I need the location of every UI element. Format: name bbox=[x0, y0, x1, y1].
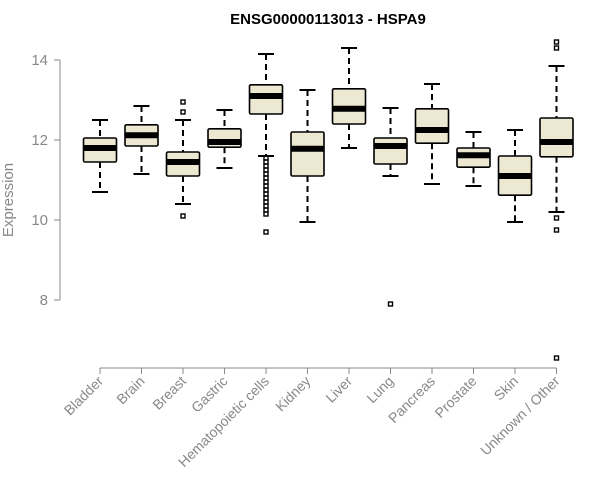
x-tick-label: Skin bbox=[491, 373, 522, 404]
outlier-point bbox=[553, 39, 560, 45]
x-tick-label: Liver bbox=[322, 373, 355, 406]
box-hematopoietic-cells bbox=[248, 53, 284, 235]
box-pancreas bbox=[414, 83, 450, 185]
outlier-point bbox=[387, 301, 394, 307]
box-skin bbox=[497, 129, 533, 223]
box-unknown-other bbox=[539, 39, 574, 361]
iqr-box bbox=[373, 137, 408, 165]
y-tick-label: 8 bbox=[40, 292, 48, 309]
outlier-point bbox=[180, 213, 186, 219]
y-axis-label: Expression bbox=[0, 163, 17, 237]
y-axis: 8 10 12 14 bbox=[31, 52, 61, 309]
outlier-point bbox=[263, 229, 269, 235]
chart-title: ENSG00000113013 - HSPA9 bbox=[230, 11, 426, 28]
outlier-point bbox=[553, 355, 560, 361]
y-tick-label: 14 bbox=[31, 52, 48, 69]
iqr-box bbox=[248, 84, 284, 115]
outlier-point bbox=[553, 227, 560, 233]
outlier-point bbox=[553, 215, 560, 221]
x-tick-label: Breast bbox=[149, 373, 189, 413]
box-prostate bbox=[456, 131, 491, 187]
x-tick-label: Lung bbox=[363, 373, 396, 406]
x-tick-label: Prostate bbox=[431, 373, 479, 421]
x-tick-label: Unknown / Other bbox=[477, 373, 563, 459]
iqr-box bbox=[539, 117, 574, 158]
boxes-group bbox=[82, 39, 574, 361]
outlier-point bbox=[180, 99, 186, 105]
box-gastric bbox=[207, 109, 242, 169]
box-brain bbox=[124, 105, 159, 175]
box-kidney bbox=[290, 89, 325, 223]
iqr-box bbox=[290, 131, 325, 177]
box-breast bbox=[165, 99, 201, 219]
x-tick-label: Kidney bbox=[272, 373, 314, 415]
x-tick-label: Bladder bbox=[61, 373, 107, 419]
outlier-point bbox=[180, 109, 186, 115]
box-lung bbox=[373, 107, 408, 307]
box-bladder bbox=[82, 119, 118, 193]
box-liver bbox=[331, 47, 367, 149]
iqr-box bbox=[414, 108, 450, 145]
y-tick-label: 10 bbox=[31, 212, 48, 229]
x-tick-label: Brain bbox=[113, 373, 147, 407]
y-tick-label: 12 bbox=[31, 132, 48, 149]
outlier-point bbox=[553, 45, 560, 51]
outlier-point bbox=[263, 211, 269, 217]
